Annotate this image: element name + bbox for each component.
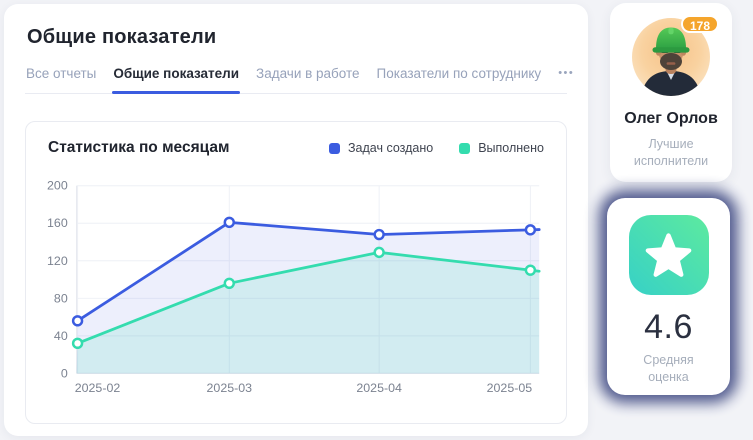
worker-avatar-image	[632, 18, 710, 96]
chart-card: Статистика по месяцам Задач создано Выпол…	[25, 121, 567, 424]
svg-text:0: 0	[60, 366, 67, 380]
star-tile	[628, 215, 709, 295]
reports-panel: Общие показатели Все отчеты Общие показа…	[4, 4, 588, 436]
svg-text:40: 40	[53, 329, 67, 343]
chart-title: Статистика по месяцам	[48, 139, 230, 156]
rating-label: Средняя оценка	[643, 353, 694, 385]
top-performer-card: 178 Олег Орлов Лучшие исполнители	[610, 3, 732, 182]
svg-text:2025-04: 2025-04	[356, 381, 402, 395]
legend-label: Выполнено	[478, 141, 544, 155]
svg-text:120: 120	[47, 254, 68, 268]
star-icon	[645, 233, 692, 277]
rating-card-body: 4.6 Средняя оценка	[607, 198, 730, 395]
tab-all-reports[interactable]: Все отчеты	[25, 66, 97, 93]
legend-label: Задач создано	[348, 141, 434, 155]
legend-item[interactable]: Выполнено	[459, 141, 544, 155]
performer-name: Олег Орлов	[624, 110, 718, 127]
legend-swatch-icon	[459, 142, 471, 154]
svg-text:160: 160	[47, 216, 68, 230]
legend-item[interactable]: Задач создано	[329, 141, 433, 155]
tab-indicators-by-employee[interactable]: Показатели по сотруднику	[376, 66, 543, 93]
svg-text:2025-03: 2025-03	[206, 381, 252, 395]
score-badge: 178	[680, 15, 719, 33]
tabs-bar: Все отчеты Общие показатели Задачи в раб…	[25, 66, 573, 94]
tab-general-indicators[interactable]: Общие показатели	[112, 66, 240, 94]
average-rating-card: 4.6 Средняя оценка	[599, 190, 738, 403]
svg-text:2025-05: 2025-05	[486, 381, 532, 395]
avatar: 178	[632, 15, 719, 96]
performer-subtitle: Лучшие исполнители	[633, 137, 709, 169]
chart-legend: Задач создано Выполнено	[329, 141, 544, 155]
tab-tasks-in-progress[interactable]: Задачи в работе	[255, 66, 361, 93]
svg-text:200: 200	[47, 179, 68, 193]
tabs-more-button[interactable]: •••	[557, 67, 575, 93]
svg-text:80: 80	[53, 291, 67, 305]
rating-value: 4.6	[644, 308, 693, 346]
line-chart[interactable]: 0 40 80 120 160 200 2025-02 2025-03 2025-04 2025-…	[31, 167, 562, 407]
chart-header: Статистика по месяцам Задач создано Выпол…	[26, 139, 566, 157]
page-title: Общие показатели	[27, 26, 217, 48]
svg-text:2025-02: 2025-02	[74, 381, 120, 395]
legend-swatch-icon	[329, 142, 340, 154]
